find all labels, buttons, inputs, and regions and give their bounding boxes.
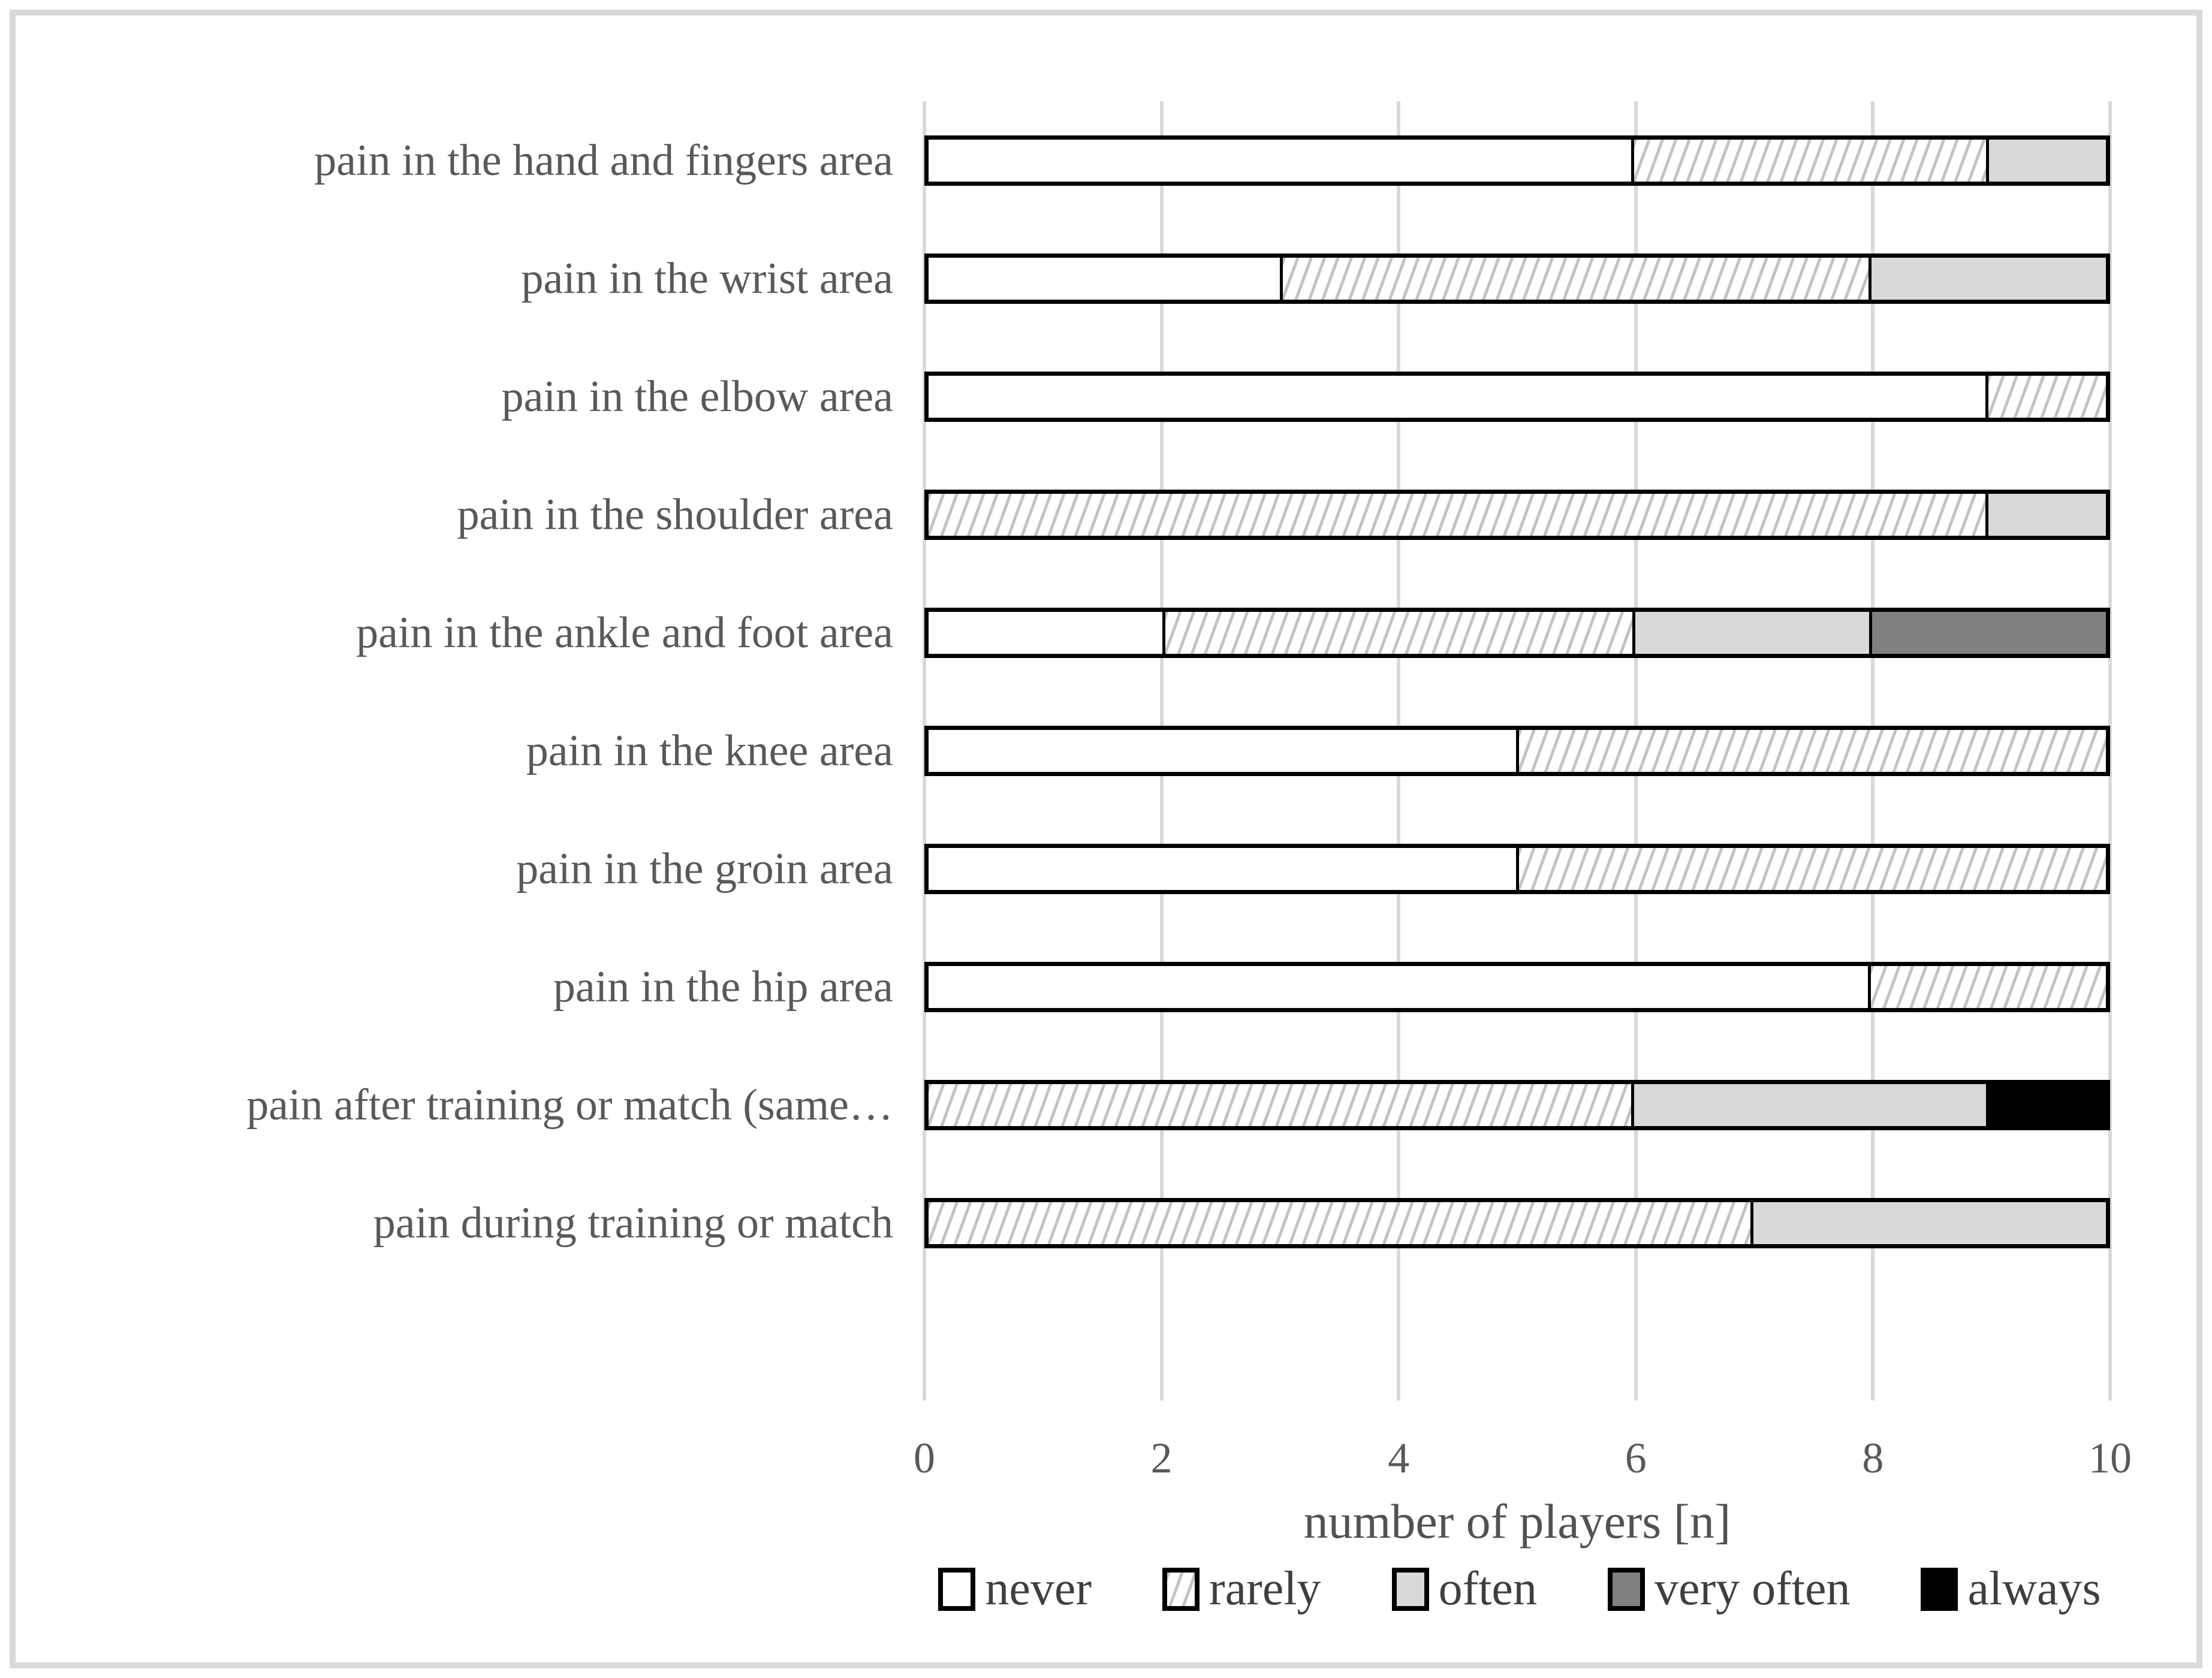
tick-label: 2 (1150, 1434, 1173, 1482)
legend-swatch-never (938, 1567, 976, 1611)
category-label: pain during training or match (373, 1199, 893, 1248)
category-label: pain after training or match (same… (246, 1081, 893, 1130)
bar-row (924, 135, 2110, 186)
bar-row (924, 844, 2110, 895)
bar-row (924, 607, 2110, 658)
legend-item: always (1921, 1562, 2101, 1616)
legend-label: often (1438, 1562, 1537, 1615)
tick-label: 4 (1388, 1434, 1410, 1482)
category-label: pain in the elbow area (501, 372, 893, 421)
bar-segment-rarely (929, 1202, 1751, 1245)
category-label: pain in the wrist area (521, 253, 893, 303)
tick-label: 8 (1862, 1434, 1884, 1482)
bar-segment-often (1869, 257, 2106, 300)
legend-label: rarely (1209, 1562, 1321, 1615)
bar-row (924, 1080, 2110, 1131)
bar-segment-rarely (1985, 375, 2106, 418)
bar-segment-rarely (929, 1084, 1632, 1127)
bar-segment-often (1750, 1202, 2106, 1245)
bar-segment-never (929, 139, 1632, 182)
category-label: pain in the ankle and foot area (356, 608, 893, 657)
category-label: pain in the knee area (526, 726, 893, 775)
gridline (2108, 101, 2112, 1401)
tick-label: 10 (2089, 1434, 2132, 1482)
x-axis-title: number of players [n] (1303, 1494, 1731, 1549)
bar-segment-often (1985, 139, 2106, 182)
bar-segment-often (1632, 611, 1870, 654)
legend-label: never (985, 1562, 1092, 1615)
bar-row (924, 962, 2110, 1013)
plot-area (923, 101, 2112, 1401)
legend-item: very often (1607, 1562, 1851, 1616)
legend-item: rarely (1162, 1562, 1321, 1616)
bar-segment-always (1985, 1084, 2106, 1127)
legend-swatch-often (1391, 1567, 1429, 1611)
bar-segment-never (929, 730, 1516, 772)
bar-segment-often (1631, 1084, 1986, 1127)
bar-segment-rarely (929, 493, 1986, 536)
legend-label: very often (1654, 1562, 1851, 1615)
legend-swatch-very-often (1607, 1567, 1645, 1611)
bar-segment-often (1985, 493, 2106, 536)
bar-segment-rarely (1868, 966, 2106, 1009)
bar-segment-very-often (1869, 611, 2106, 654)
bar-row (924, 371, 2110, 422)
tick-label: 0 (914, 1434, 935, 1482)
category-label: pain in the shoulder area (457, 490, 893, 539)
bar-segment-rarely (1515, 730, 2106, 772)
bar-row (924, 726, 2110, 776)
bar-segment-never (929, 848, 1516, 891)
tick-label: 6 (1625, 1434, 1647, 1482)
bar-row (924, 253, 2110, 304)
bar-row (924, 1198, 2110, 1249)
legend: never rarely often very often always (839, 1562, 2200, 1616)
bar-segment-never (929, 257, 1280, 300)
bar-segment-rarely (1515, 848, 2106, 891)
legend-label: always (1967, 1562, 2101, 1615)
bar-segment-rarely (1162, 611, 1633, 654)
bar-segment-never (929, 611, 1162, 654)
bar-segment-rarely (1280, 257, 1869, 300)
figure-border (10, 10, 2202, 1668)
category-label: pain in the hip area (553, 962, 893, 1012)
category-label: pain in the hand and fingers area (314, 135, 893, 185)
bar-segment-rarely (1631, 139, 1986, 182)
legend-item: often (1391, 1562, 1537, 1616)
legend-item: never (938, 1562, 1092, 1616)
bar-segment-never (929, 966, 1869, 1009)
legend-swatch-rarely (1162, 1567, 1200, 1611)
bar-row (924, 489, 2110, 540)
category-label: pain in the groin area (516, 844, 893, 894)
legend-swatch-always (1921, 1567, 1958, 1611)
bar-segment-never (929, 375, 1986, 418)
